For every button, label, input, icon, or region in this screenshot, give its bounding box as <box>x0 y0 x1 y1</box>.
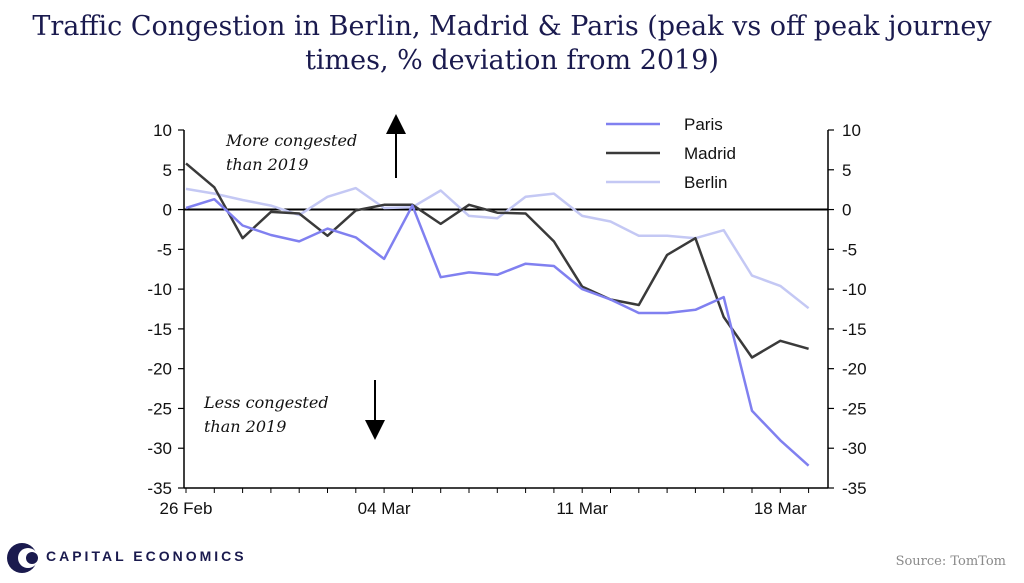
x-tick-label: 04 Mar <box>358 499 411 518</box>
x-tick-label: 11 Mar <box>556 499 608 518</box>
chart-annotations: More congested than 2019 Less congested … <box>203 114 406 440</box>
y-tick-label-right: -15 <box>842 320 867 339</box>
y-tick-label-left: 5 <box>163 161 172 180</box>
y-tick-label-left: -30 <box>147 439 172 458</box>
y-tick-label-left: -25 <box>147 399 172 418</box>
legend-label-paris: Paris <box>684 115 723 134</box>
y-tick-label-left: -35 <box>147 479 172 498</box>
y-tick-label-left: 0 <box>163 201 172 220</box>
annotation-less-congested-line1: Less congested <box>203 393 329 412</box>
x-tick-label: 26 Feb <box>160 499 213 518</box>
chart-legend: Paris Madrid Berlin <box>606 115 736 192</box>
y-tick-label-right: 0 <box>842 201 851 220</box>
y-tick-label-right: -35 <box>842 479 867 498</box>
series-line-madrid <box>185 162 809 359</box>
title-line-2: times, % deviation from 2019) <box>305 45 719 76</box>
y-tick-label-left: -15 <box>147 320 172 339</box>
annotation-more-congested-line1: More congested <box>225 131 357 150</box>
y-tick-label-right: 5 <box>842 161 851 180</box>
y-tick-label-right: -5 <box>842 240 857 259</box>
y-tick-label-left: -5 <box>157 240 172 259</box>
title-line-1: Traffic Congestion in Berlin, Madrid & P… <box>32 11 992 42</box>
y-tick-label-right: -10 <box>842 280 867 299</box>
y-tick-label-right: 10 <box>842 121 861 140</box>
series-line-paris <box>185 197 810 467</box>
annotation-less-congested-line2: than 2019 <box>204 417 286 436</box>
capital-economics-logo-icon <box>7 543 38 573</box>
y-tick-label-left: -20 <box>147 360 172 379</box>
arrow-down-icon <box>365 420 385 440</box>
y-tick-label-right: -30 <box>842 439 867 458</box>
legend-label-madrid: Madrid <box>684 144 736 163</box>
y-tick-label-left: 10 <box>153 121 172 140</box>
legend-label-berlin: Berlin <box>684 173 727 192</box>
chart-axes: 10 10 5 5 0 0 -5 -5 -10 -10 -15 -15 -20 -20 -25 -25 -30 -… <box>147 121 866 518</box>
chart-series <box>185 162 810 467</box>
brand-name: CAPITAL ECONOMICS <box>46 548 247 564</box>
y-tick-label-left: -10 <box>147 280 172 299</box>
y-tick-label-right: -20 <box>842 360 867 379</box>
arrow-up-icon <box>386 114 406 134</box>
source-note: Source: TomTom <box>895 554 1006 569</box>
chart-title: Traffic Congestion in Berlin, Madrid & P… <box>0 10 1024 78</box>
y-tick-label-right: -25 <box>842 399 867 418</box>
annotation-more-congested-line2: than 2019 <box>226 155 308 174</box>
x-tick-label: 18 Mar <box>754 499 807 518</box>
